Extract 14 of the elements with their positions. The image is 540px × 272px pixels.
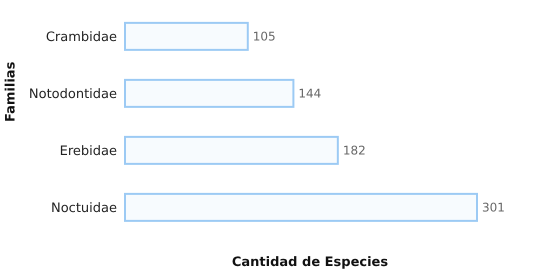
data-label: 301	[482, 200, 505, 215]
y-tick-label: Noctuidae	[51, 201, 117, 216]
bar	[124, 22, 249, 51]
y-axis-title: Familias	[4, 61, 19, 122]
data-label: 182	[342, 144, 366, 158]
x-axis-title: Cantidad de Especies	[232, 255, 388, 270]
y-tick-label: Notodontidae	[28, 87, 117, 102]
y-tick-label: Erebidae	[60, 144, 117, 160]
bar	[124, 78, 294, 108]
bar	[124, 136, 339, 165]
y-tick-label: Crambidae	[46, 30, 117, 46]
data-label: 105	[252, 30, 276, 44]
data-label: 144	[298, 86, 322, 101]
bar	[124, 192, 478, 222]
